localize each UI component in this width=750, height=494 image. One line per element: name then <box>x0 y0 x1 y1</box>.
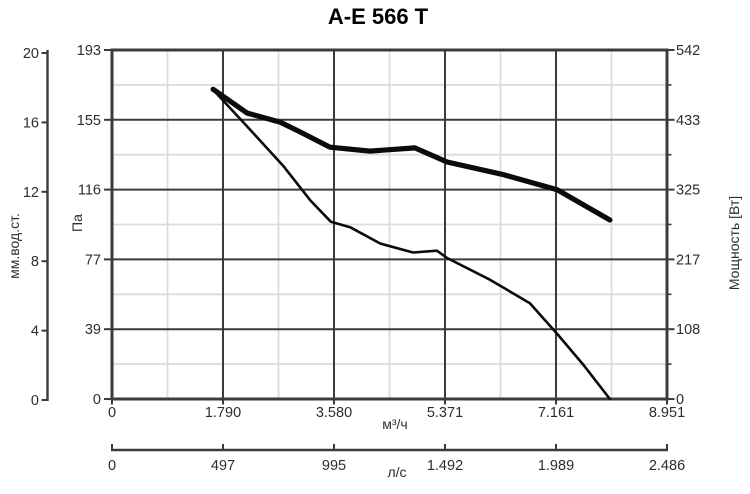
power-axis-label: Мощность [Вт] <box>726 196 742 290</box>
ls-tick-label: 995 <box>322 458 346 474</box>
w-tick-label: 217 <box>676 252 700 268</box>
x-tick-label: 7.161 <box>538 405 574 421</box>
pa-axis-label: Па <box>69 214 85 232</box>
w-tick-label: 0 <box>676 392 684 408</box>
ls-tick-label: 497 <box>211 458 235 474</box>
curves <box>210 86 613 401</box>
major-gridlines <box>112 50 667 399</box>
liters-per-second-axis: 0 497 995 1.492 1.989 2.486 <box>108 444 685 474</box>
ls-tick-label: 1.989 <box>538 458 574 474</box>
pa-tick-label: 193 <box>77 43 101 59</box>
minor-gridlines <box>112 50 667 399</box>
mm-tick-label: 8 <box>31 254 39 270</box>
x-tick-label: 1.790 <box>205 405 241 421</box>
pa-tick-label: 77 <box>85 252 101 268</box>
ls-tick-label: 2.486 <box>649 458 685 474</box>
w-tick-label: 542 <box>676 43 700 59</box>
x-tick-label: 8.951 <box>649 405 685 421</box>
pa-tick-label: 116 <box>78 183 101 199</box>
pa-tick-label: 155 <box>77 113 101 129</box>
w-tick-label: 433 <box>676 113 700 129</box>
mm-tick-label: 4 <box>31 324 39 340</box>
x-tick-label: 0 <box>108 405 116 421</box>
pa-tick-label: 39 <box>85 322 101 338</box>
mm-axis-label: мм.вод.ст. <box>6 213 22 279</box>
mm-water-column-axis: 20 16 12 8 4 0 <box>23 46 49 409</box>
x-tick-label: 3.580 <box>316 405 352 421</box>
chart-title: A-E 566 T <box>328 4 429 29</box>
pa-tick-label: 0 <box>93 392 101 408</box>
power-curve <box>210 86 613 223</box>
axis-ticks <box>104 49 675 405</box>
mm-tick-label: 16 <box>23 115 39 131</box>
static-pressure-curve <box>211 88 612 401</box>
ls-tick-label: 0 <box>108 458 116 474</box>
w-tick-label: 108 <box>676 322 700 338</box>
mm-tick-label: 12 <box>23 185 39 201</box>
mm-tick-label: 20 <box>23 46 39 62</box>
m3h-unit-label: м³/ч <box>382 416 407 432</box>
x-tick-label: 5.371 <box>427 405 463 421</box>
ls-unit-label: л/с <box>387 464 406 480</box>
w-tick-label: 325 <box>676 183 700 199</box>
axis-tick-labels: 0 1.790 3.580 5.371 7.161 8.951 193 542 155 433 11… <box>77 43 700 421</box>
mm-tick-label: 0 <box>31 393 39 409</box>
ls-tick-label: 1.492 <box>427 458 463 474</box>
